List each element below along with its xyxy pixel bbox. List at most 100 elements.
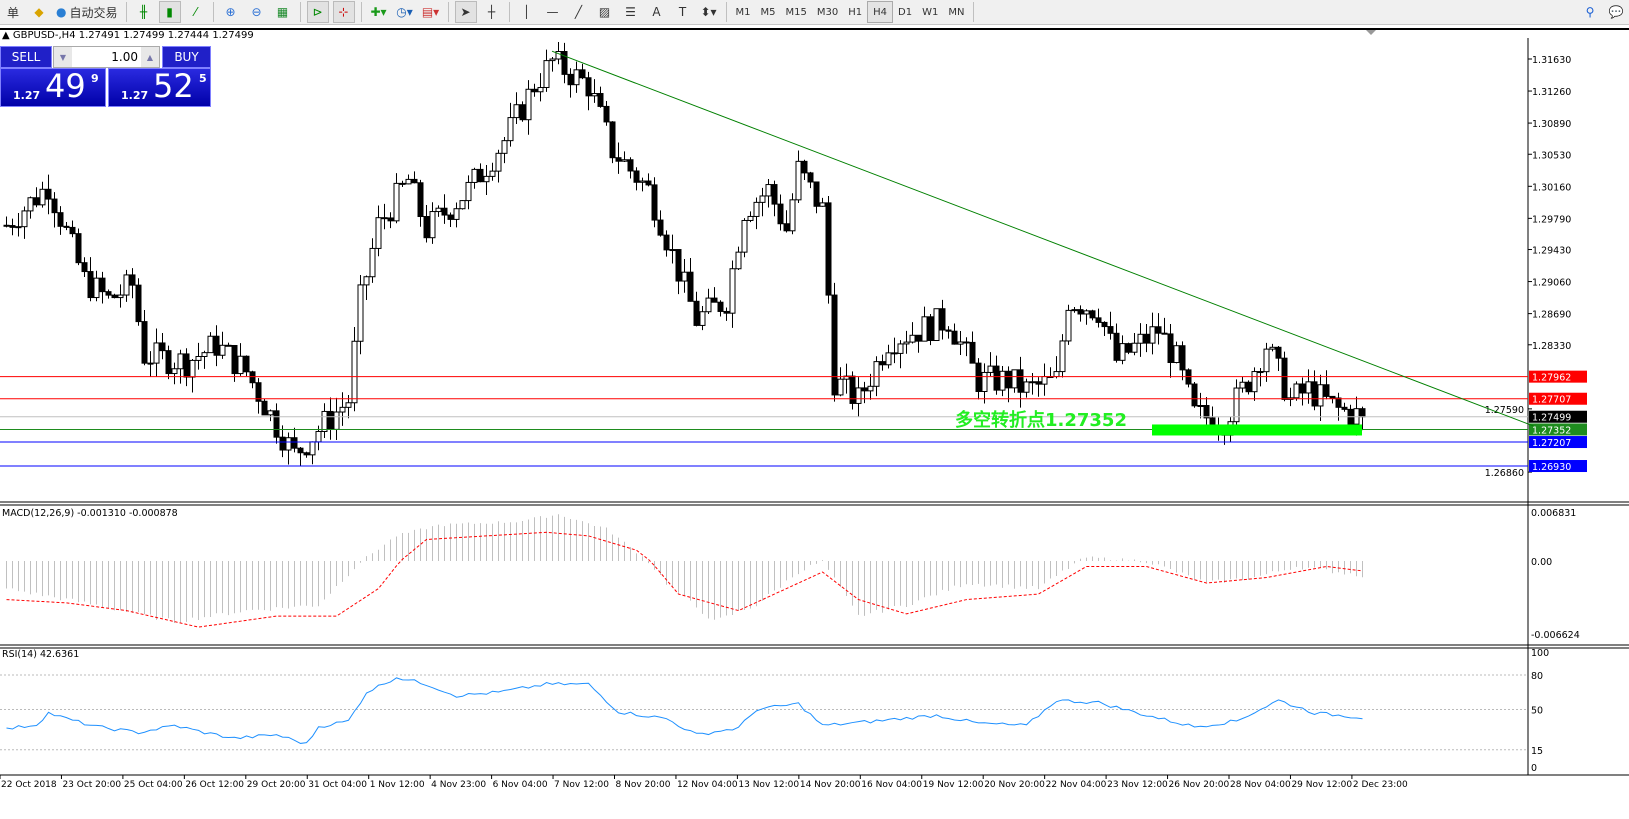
time-label: 26 Oct 12:00 <box>185 780 244 790</box>
candle <box>237 355 244 375</box>
line-chart-icon[interactable]: ⁄ <box>194 5 197 19</box>
zoom-in-icon[interactable]: ⊕ <box>225 5 236 19</box>
candle <box>15 226 22 229</box>
chat-icon[interactable]: 💬 <box>1608 5 1624 19</box>
text-label-icon[interactable]: T <box>678 5 687 19</box>
fibonacci-icon[interactable]: ☰ <box>625 5 636 19</box>
candle <box>1269 346 1276 350</box>
candle <box>771 184 778 205</box>
time-label: 22 Oct 2018 <box>1 780 57 790</box>
buy-button[interactable]: BUY <box>162 46 211 68</box>
candlestick-icon[interactable]: ▮ <box>158 1 181 23</box>
timeframe-m15[interactable]: M15 <box>785 6 807 18</box>
lot-size-field[interactable]: ▼ 1.00 ▲ <box>53 46 160 68</box>
candle <box>81 262 88 273</box>
periods-icon[interactable]: ◷▾ <box>396 5 413 19</box>
annotation-text[interactable]: 多空转折点1.27352 <box>955 410 1127 431</box>
toolbar-left-text[interactable]: 单 <box>6 5 19 20</box>
bar-chart-icon[interactable]: ╫ <box>139 5 148 19</box>
horizontal-line-icon[interactable]: — <box>546 5 559 19</box>
candle <box>51 198 58 214</box>
autotrade-button[interactable]: ● 自动交易 <box>54 1 120 23</box>
candle <box>537 87 544 93</box>
candle <box>183 353 190 378</box>
crosshair-icon[interactable]: ┼ <box>487 5 496 19</box>
sell-price[interactable]: 1.27 49 9 <box>0 67 106 107</box>
chart-title-text: GBPUSD-,H4 1.27491 1.27499 1.27444 1.274… <box>12 30 254 41</box>
time-label: 14 Nov 20:00 <box>800 780 861 790</box>
timeframe-m5[interactable]: M5 <box>760 6 776 18</box>
candle <box>909 334 916 343</box>
candle <box>1083 310 1090 315</box>
tile-windows-icon[interactable]: ▦ <box>276 5 289 19</box>
candle <box>825 202 832 296</box>
cursor-icon[interactable]: ➤ <box>454 1 477 23</box>
candle <box>1299 383 1306 394</box>
candle <box>165 350 172 375</box>
candle <box>219 344 226 356</box>
time-label: 1 Nov 12:00 <box>370 780 425 790</box>
equidistant-channel-icon[interactable]: ▨ <box>598 5 611 19</box>
zoom-out-icon[interactable]: ⊖ <box>251 5 262 19</box>
candle <box>861 387 868 392</box>
search-icon[interactable]: ⚲ <box>1585 5 1595 19</box>
candle <box>315 430 322 443</box>
timeframe-m30[interactable]: M30 <box>816 6 839 18</box>
chart-shift-icon[interactable]: ⊳ <box>306 1 329 23</box>
book-icon[interactable]: ◆ <box>34 5 44 19</box>
timeframe-d1[interactable]: D1 <box>898 6 913 18</box>
candle <box>351 340 358 404</box>
candle <box>687 271 694 302</box>
buy-price[interactable]: 1.27 52 5 <box>108 67 211 107</box>
candle <box>9 225 16 228</box>
timeframe-m1[interactable]: M1 <box>735 6 751 18</box>
candle <box>435 207 442 213</box>
lot-value[interactable]: 1.00 <box>111 50 138 64</box>
candle <box>99 277 106 293</box>
timeframe-w1[interactable]: W1 <box>922 6 939 18</box>
candle <box>591 93 598 97</box>
indicators-icon[interactable]: ✚▾ <box>370 5 387 19</box>
candle <box>261 400 268 416</box>
templates-icon[interactable]: ▤▾ <box>421 5 440 19</box>
candle <box>501 140 508 154</box>
price-level-tag <box>1529 423 1587 436</box>
candle <box>357 284 364 342</box>
price-level-label: 1.26930 <box>1532 462 1571 473</box>
candle <box>795 160 802 201</box>
arrows-icon[interactable]: ⬍▾ <box>700 5 717 19</box>
price-level-tag <box>1529 392 1587 405</box>
candle <box>939 308 946 331</box>
lot-increase-button[interactable]: ▲ <box>141 47 159 67</box>
candle <box>177 353 184 370</box>
candle <box>1137 333 1144 344</box>
candle <box>507 117 514 142</box>
buy-price-prefix: 1.27 <box>121 89 149 102</box>
candle <box>1359 408 1366 418</box>
candle <box>1041 376 1048 385</box>
one-click-trading-panel: SELL ▼ 1.00 ▲ BUY 1.27 49 9 1.27 52 5 <box>0 46 211 107</box>
price-level-tag <box>1529 460 1587 473</box>
time-label: 28 Nov 04:00 <box>1230 780 1291 790</box>
divider <box>973 2 975 22</box>
candle <box>951 330 958 345</box>
candle <box>705 297 712 313</box>
text-icon[interactable]: A <box>652 5 661 19</box>
candle <box>573 69 580 86</box>
autoscroll-icon[interactable]: ⊹ <box>332 1 355 23</box>
candle <box>609 121 616 159</box>
trendline-icon[interactable]: ╱ <box>574 5 583 19</box>
timeframe-h4[interactable]: H4 <box>867 1 893 23</box>
lot-decrease-button[interactable]: ▼ <box>54 47 72 67</box>
candle <box>333 411 340 430</box>
candle <box>33 197 40 206</box>
timeframe-mn[interactable]: MN <box>948 6 965 18</box>
time-label: 20 Nov 20:00 <box>984 780 1045 790</box>
sell-button[interactable]: SELL <box>0 46 52 68</box>
timeframe-h1[interactable]: H1 <box>848 6 863 18</box>
candle <box>171 368 178 375</box>
time-label: 2 Dec 23:00 <box>1353 780 1408 790</box>
candle <box>981 371 988 393</box>
vertical-line-icon[interactable]: │ <box>522 5 531 19</box>
